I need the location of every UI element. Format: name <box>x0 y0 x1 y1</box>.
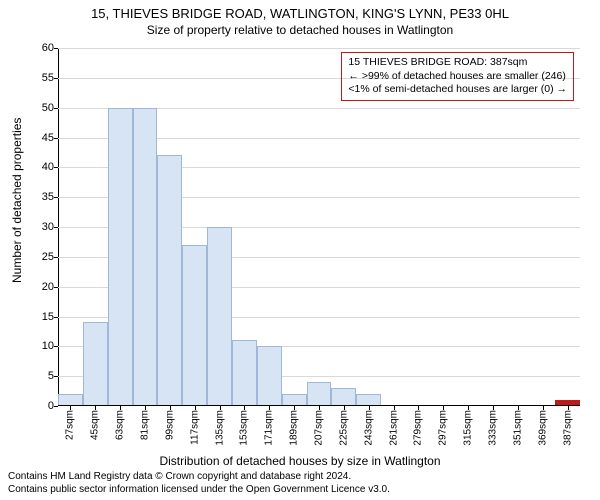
attribution: Contains HM Land Registry data © Crown c… <box>8 471 592 496</box>
x-tick-label: 63sqm <box>115 410 126 440</box>
y-tick-label: 30 <box>42 221 54 233</box>
histogram-bar <box>157 155 182 406</box>
histogram-bar <box>232 340 257 406</box>
x-tick-label: 117sqm <box>189 410 200 445</box>
x-tick-label: 207sqm <box>314 410 325 446</box>
x-tick-label: 315sqm <box>463 410 474 446</box>
y-tick-label: 15 <box>42 311 54 323</box>
x-tick-label: 189sqm <box>289 410 300 446</box>
y-tick-label: 5 <box>48 370 54 382</box>
y-tick-label: 0 <box>48 400 54 412</box>
x-tick-label: 99sqm <box>164 410 175 440</box>
x-tick-label: 369sqm <box>537 410 548 446</box>
annotation-line-1: 15 THIEVES BRIDGE ROAD: 387sqm <box>348 56 567 70</box>
x-tick-label: 225sqm <box>338 410 349 446</box>
y-tick-mark <box>54 406 58 407</box>
histogram-bar <box>83 322 108 406</box>
x-axis-label: Distribution of detached houses by size … <box>0 454 600 468</box>
histogram-bar <box>133 108 158 406</box>
x-tick-label: 135sqm <box>214 410 225 446</box>
histogram-bar <box>207 227 232 406</box>
x-tick-label: 333sqm <box>488 410 499 446</box>
x-tick-label: 81sqm <box>140 410 151 440</box>
histogram-bar <box>307 382 332 406</box>
chart-subtitle: Size of property relative to detached ho… <box>0 21 600 37</box>
bars-group <box>58 48 580 406</box>
chart-title: 15, THIEVES BRIDGE ROAD, WATLINGTON, KIN… <box>0 0 600 21</box>
x-tick-label: 27sqm <box>65 410 76 440</box>
attribution-line-2: Contains public sector information licen… <box>8 484 592 497</box>
y-tick-label: 50 <box>42 102 54 114</box>
y-tick-label: 20 <box>42 281 54 293</box>
annotation-box: 15 THIEVES BRIDGE ROAD: 387sqm ← >99% of… <box>341 52 574 101</box>
x-tick-label: 261sqm <box>388 410 399 446</box>
y-tick-label: 35 <box>42 191 54 203</box>
y-tick-label: 60 <box>42 42 54 54</box>
annotation-line-3: <1% of semi-detached houses are larger (… <box>348 83 567 97</box>
histogram-bar <box>108 108 133 406</box>
x-tick-label: 153sqm <box>239 410 250 446</box>
y-axis-label: Number of detached properties <box>10 118 24 283</box>
y-tick-label: 40 <box>42 161 54 173</box>
chart-container: 15, THIEVES BRIDGE ROAD, WATLINGTON, KIN… <box>0 0 600 500</box>
y-tick-label: 55 <box>42 72 54 84</box>
annotation-line-2: ← >99% of detached houses are smaller (2… <box>348 70 567 84</box>
attribution-line-1: Contains HM Land Registry data © Crown c… <box>8 471 592 484</box>
histogram-bar <box>331 388 356 406</box>
x-tick-label: 243sqm <box>363 410 374 446</box>
x-tick-label: 297sqm <box>438 410 449 446</box>
x-tick-label: 279sqm <box>413 410 424 446</box>
x-tick-label: 387sqm <box>562 410 573 446</box>
x-tick-label: 351sqm <box>512 410 523 446</box>
histogram-bar <box>182 245 207 406</box>
plot-area: 051015202530354045505560 27sqm45sqm63sqm… <box>58 48 580 406</box>
y-tick-label: 10 <box>42 340 54 352</box>
x-tick-label: 171sqm <box>264 410 275 446</box>
y-tick-label: 45 <box>42 132 54 144</box>
histogram-bar <box>257 346 282 406</box>
x-tick-label: 45sqm <box>90 410 101 440</box>
y-tick-label: 25 <box>42 251 54 263</box>
